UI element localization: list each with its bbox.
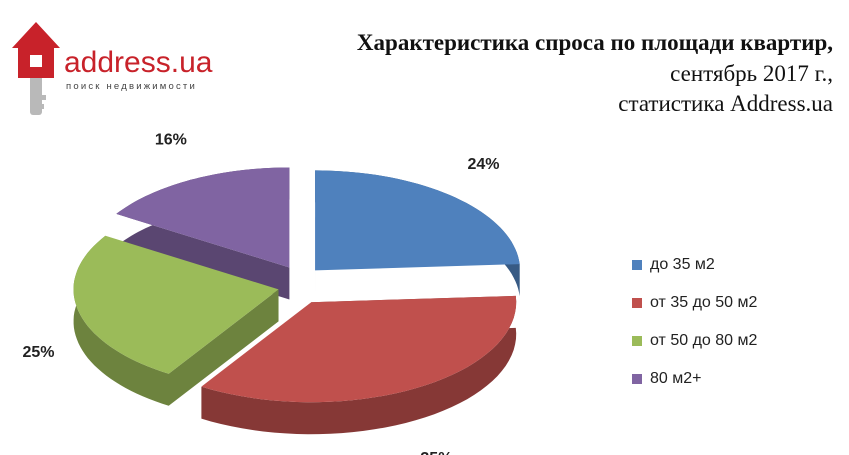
legend-label: от 35 до 50 м2 [650, 294, 757, 311]
logo-icon [12, 22, 60, 115]
data-label: 35% [420, 450, 452, 455]
chart-title: Характеристика спроса по площади квартир… [357, 30, 833, 55]
chart-subtitle: сентябрь 2017 г., [670, 61, 833, 86]
chart-source: статистика Address.ua [618, 91, 833, 116]
slice [116, 167, 290, 268]
legend-label: 80 м2+ [650, 370, 701, 387]
slice-side [73, 235, 279, 406]
legend-swatch [632, 336, 642, 346]
legend-swatch [632, 298, 642, 308]
legend-label: от 50 до 80 м2 [650, 332, 757, 349]
legend-swatch [632, 374, 642, 384]
data-label: 25% [22, 344, 54, 361]
data-label: 16% [155, 132, 187, 149]
data-label: 24% [467, 156, 499, 173]
logo-name: address.ua [64, 46, 213, 79]
slice [315, 170, 520, 271]
legend-label: до 35 м2 [650, 256, 715, 273]
logo-tagline: поиск недвижимости [66, 81, 197, 92]
legend-swatch [632, 260, 642, 270]
slice [201, 295, 517, 403]
slice-side [201, 295, 517, 435]
slice [73, 235, 279, 374]
